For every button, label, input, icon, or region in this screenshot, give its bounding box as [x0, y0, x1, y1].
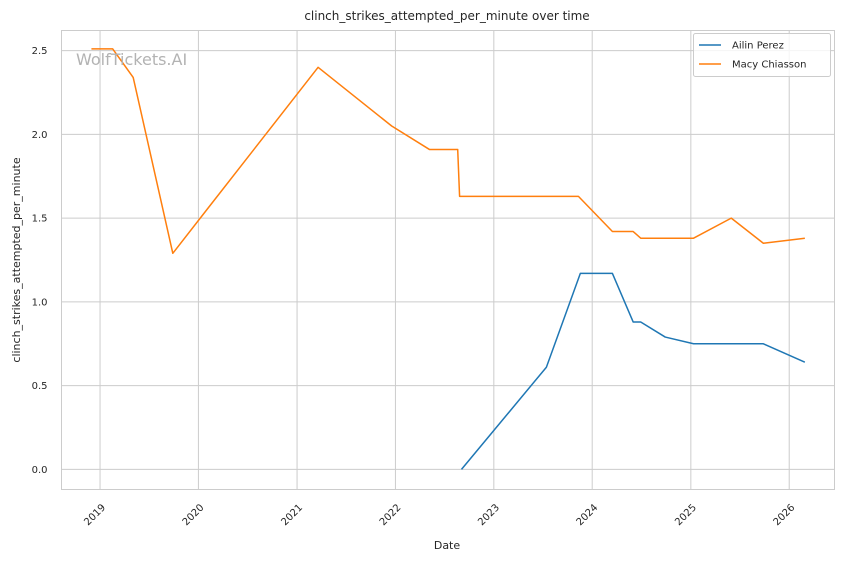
series-lines — [91, 48, 806, 470]
legend-label-ailin-perez: Ailin Perez — [732, 41, 784, 52]
plot-area — [61, 30, 835, 490]
legend-label-macy-chiasson: Macy Chiasson — [732, 60, 806, 71]
legend: Ailin Perez Macy Chiasson — [693, 33, 831, 77]
y-tick-label-1-5: 1.5 — [32, 214, 48, 225]
y-tick-label-0-0: 0.0 — [32, 465, 48, 476]
y-tick-label-0-5: 0.5 — [32, 381, 48, 392]
series-line-ailin-perez — [460, 272, 806, 470]
grid-lines — [61, 30, 835, 490]
x-axis-label: Date — [434, 539, 461, 552]
chart-title: clinch_strikes_attempted_per_minute over… — [304, 9, 589, 23]
y-axis-label: clinch_strikes_attempted_per_minute — [10, 157, 23, 362]
series-line-macy-chiasson — [91, 48, 805, 255]
watermark: WolfTickets.AI — [76, 50, 187, 69]
y-tick-label-2-0: 2.0 — [32, 130, 48, 141]
y-tick-label-1-0: 1.0 — [32, 297, 48, 308]
y-axis-ticks: 0.0 0.5 1.0 1.5 2.0 2.5 — [32, 46, 48, 476]
legend-box — [693, 33, 831, 77]
y-tick-label-2-5: 2.5 — [32, 46, 48, 57]
